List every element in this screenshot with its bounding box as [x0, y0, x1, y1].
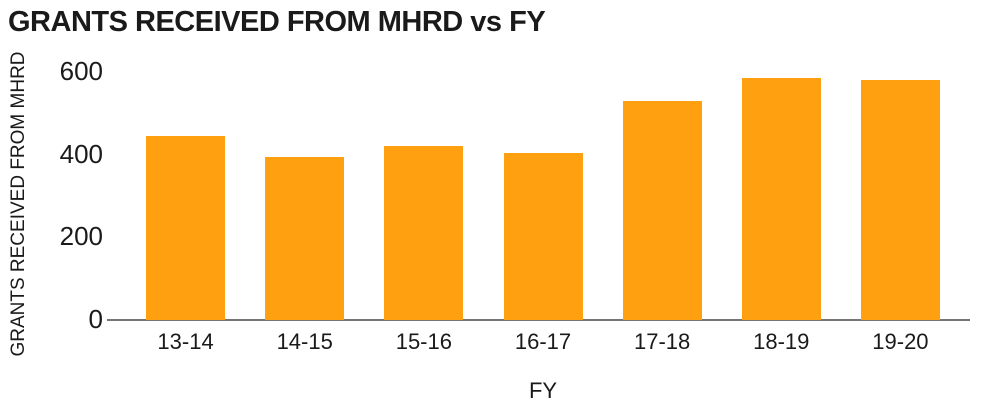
chart-title: GRANTS RECEIVED FROM MHRD vs FY: [8, 6, 546, 38]
bar-14-15: [265, 157, 345, 320]
x-tick-label: 13-14: [157, 329, 214, 354]
plot-area: [126, 72, 960, 320]
x-tick-label: 15-16: [395, 329, 452, 354]
bar-19-20: [860, 80, 940, 320]
x-tick-label: 18-19: [753, 329, 810, 354]
bar-18-19: [741, 78, 821, 320]
x-tick-label: 16-17: [514, 329, 572, 354]
bar-17-18: [622, 101, 702, 320]
x-tick-label: 17-18: [633, 329, 691, 354]
x-tick-label: 19-20: [872, 329, 929, 354]
y-tick-label: 600: [59, 56, 103, 86]
y-tick-label: 400: [59, 138, 103, 169]
x-axis-tick-labels: 13-14 14-15 15-16 16-17 17-18 18-19 19-20: [126, 329, 960, 355]
y-tick-label: 200: [59, 221, 103, 252]
x-axis-line: [107, 319, 970, 321]
y-axis-tick-labels: 0 200 400 600: [0, 0, 103, 412]
x-tick-label: 14-15: [276, 329, 333, 354]
bar-13-14: [146, 136, 226, 320]
y-tick-label: 0: [88, 304, 103, 334]
bar-16-17: [503, 153, 583, 320]
x-axis-title: FY: [528, 378, 558, 403]
bar-15-16: [384, 146, 464, 320]
